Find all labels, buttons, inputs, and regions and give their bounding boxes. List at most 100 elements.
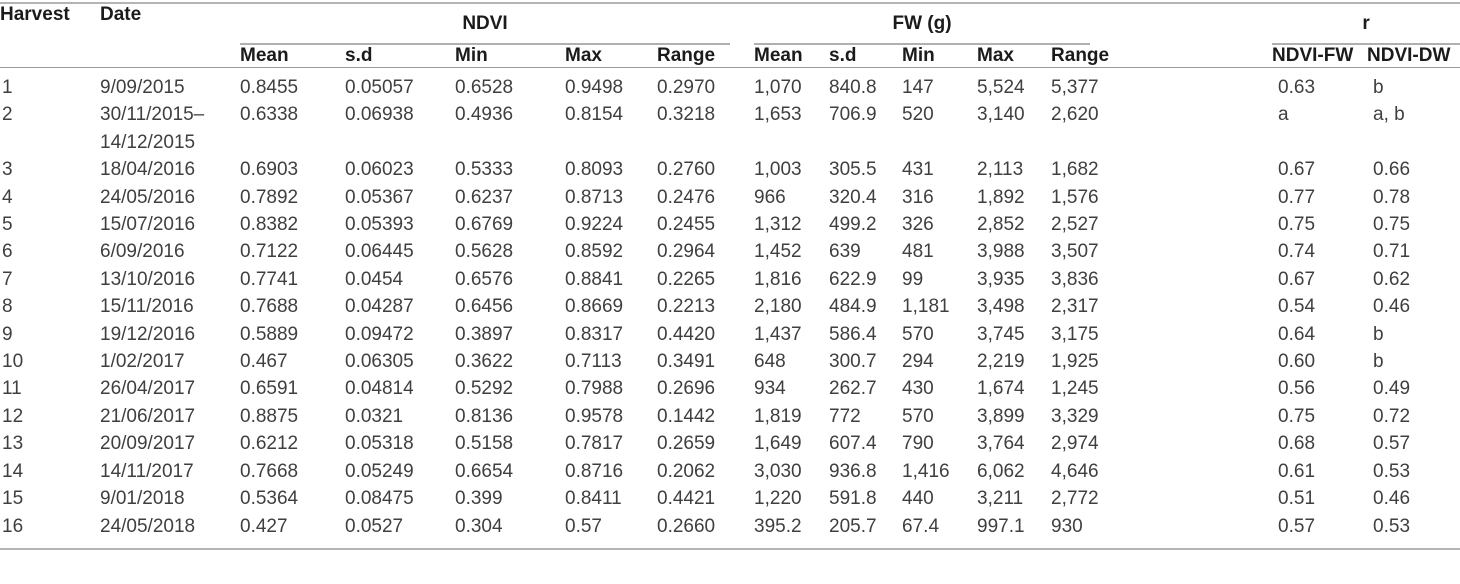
spacer-cell xyxy=(1111,430,1272,457)
fw-min-cell: 99 xyxy=(902,268,924,290)
column-header-fw-range: Range xyxy=(1051,45,1112,68)
harvest-ndvi-fw-table: Harvest Date NDVI FW (g) r Mean s.d Min … xyxy=(0,2,1460,550)
ndvi-range-cell: 0.2476 xyxy=(657,186,716,208)
ndvi-sd-cell: 0.05249 xyxy=(345,460,414,482)
harvest-cell: 6 xyxy=(2,241,13,263)
ndvi-max-cell: 0.7113 xyxy=(565,351,622,373)
fw-mean-cell: 1,220 xyxy=(754,488,802,510)
column-header-ndvi-range: Range xyxy=(657,45,755,68)
ndvi-range-cell: 0.2265 xyxy=(657,268,716,290)
header-group-row: Harvest Date NDVI FW (g) r xyxy=(0,3,1460,68)
r-ndvi-dw-cell: 0.46 xyxy=(1373,296,1411,318)
ndvi-max-cell: 0.7817 xyxy=(565,433,624,455)
ndvi-max-cell: 0.8592 xyxy=(565,241,624,263)
spacer-cell xyxy=(1111,485,1272,512)
fw-min-cell: 481 xyxy=(902,241,934,263)
spacer-cell xyxy=(1111,101,1272,156)
table-row: 15 9/01/2018 0.5364 0.08475 0.399 0.8411 0.442… xyxy=(0,485,1460,512)
r-ndvi-fw-cell: 0.61 xyxy=(1278,460,1316,482)
ndvi-max-cell: 0.9224 xyxy=(565,214,624,236)
fw-max-cell: 3,745 xyxy=(977,323,1025,345)
ndvi-sd-cell: 0.0527 xyxy=(345,515,404,537)
table-row: 7 13/10/2016 0.7741 0.0454 0.6576 0.8841 0.226… xyxy=(0,266,1460,293)
table-row: 1 9/09/2015 0.8455 0.05057 0.6528 0.9498 0.297… xyxy=(0,68,1460,102)
fw-mean-cell: 966 xyxy=(754,186,786,208)
column-header-r-ndvi-dw: NDVI-DW xyxy=(1367,45,1460,68)
ndvi-sd-cell: 0.06023 xyxy=(345,159,414,181)
fw-sd-cell: 262.7 xyxy=(829,378,877,400)
fw-range-cell: 3,507 xyxy=(1051,241,1099,263)
table-row: 5 15/07/2016 0.8382 0.05393 0.6769 0.9224 0.24… xyxy=(0,211,1460,238)
fw-min-cell: 570 xyxy=(902,323,934,345)
date-cell: 18/04/2016 xyxy=(100,159,196,181)
ndvi-min-cell: 0.6528 xyxy=(455,77,514,98)
r-ndvi-fw-cell: 0.54 xyxy=(1278,296,1316,318)
ndvi-range-cell: 0.2970 xyxy=(657,77,716,98)
ndvi-min-cell: 0.6456 xyxy=(455,296,514,318)
spacer-cell xyxy=(1111,184,1272,211)
r-ndvi-dw-cell: 0.57 xyxy=(1373,433,1411,455)
fw-sd-cell: 772 xyxy=(829,405,861,427)
fw-sd-cell: 484.9 xyxy=(829,296,877,318)
table-row: 13 20/09/2017 0.6212 0.05318 0.5158 0.7817 0.2… xyxy=(0,430,1460,457)
table-row: 6 6/09/2016 0.7122 0.06445 0.5628 0.8592 0.296… xyxy=(0,238,1460,265)
r-ndvi-dw-cell: 0.53 xyxy=(1373,460,1411,482)
ndvi-range-cell: 0.4420 xyxy=(657,323,716,345)
ndvi-mean-cell: 0.7668 xyxy=(240,460,299,482)
fw-range-cell: 1,245 xyxy=(1051,378,1099,400)
fw-min-cell: 1,416 xyxy=(902,460,950,482)
ndvi-sd-cell: 0.05318 xyxy=(345,433,414,455)
ndvi-mean-cell: 0.6212 xyxy=(240,433,299,455)
table-header: Harvest Date NDVI FW (g) r Mean s.d Min … xyxy=(0,3,1460,68)
fw-min-cell: 294 xyxy=(902,351,934,373)
fw-mean-cell: 395.2 xyxy=(754,515,802,537)
harvest-cell: 15 xyxy=(2,488,24,510)
date-cell: 6/09/2016 xyxy=(100,241,185,263)
fw-max-cell: 2,219 xyxy=(977,351,1025,373)
fw-range-cell: 5,377 xyxy=(1051,77,1099,98)
fw-range-cell: 3,329 xyxy=(1051,405,1099,427)
ndvi-sd-cell: 0.06305 xyxy=(345,351,414,373)
fw-max-cell: 2,113 xyxy=(977,159,1024,181)
fw-max-cell: 2,852 xyxy=(977,214,1025,236)
ndvi-sd-cell: 0.06445 xyxy=(345,241,414,263)
r-ndvi-dw-cell: 0.49 xyxy=(1373,378,1411,400)
fw-mean-cell: 1,653 xyxy=(754,104,802,126)
date-cell: 15/07/2016 xyxy=(100,214,196,236)
r-ndvi-fw-cell: 0.74 xyxy=(1278,241,1316,263)
r-ndvi-fw-cell: 0.63 xyxy=(1278,77,1316,98)
ndvi-range-cell: 0.2964 xyxy=(657,241,716,263)
fw-sd-cell: 305.5 xyxy=(829,159,877,181)
fw-range-cell: 1,925 xyxy=(1051,351,1099,373)
ndvi-min-cell: 0.5292 xyxy=(455,378,514,400)
fw-range-cell: 930 xyxy=(1051,515,1083,537)
ndvi-sd-cell: 0.05367 xyxy=(345,186,414,208)
fw-max-cell: 3,140 xyxy=(977,104,1025,126)
fw-range-cell: 2,772 xyxy=(1051,488,1099,510)
column-header-fw-mean: Mean xyxy=(754,45,830,68)
fw-sd-cell: 320.4 xyxy=(829,186,877,208)
column-header-date: Date xyxy=(100,3,240,68)
fw-max-cell: 997.1 xyxy=(977,515,1025,537)
fw-sd-cell: 639 xyxy=(829,241,861,263)
fw-sd-cell: 499.2 xyxy=(829,214,877,236)
ndvi-range-cell: 0.2062 xyxy=(657,460,716,482)
fw-max-cell: 1,674 xyxy=(977,378,1025,400)
ndvi-mean-cell: 0.7122 xyxy=(240,241,299,263)
r-ndvi-fw-cell: a xyxy=(1278,104,1289,126)
spacer-cell xyxy=(1111,266,1272,293)
date-cell: 30/11/2015– 14/12/2015 xyxy=(100,104,205,153)
fw-mean-cell: 1,003 xyxy=(754,159,802,181)
ndvi-max-cell: 0.8317 xyxy=(565,323,624,345)
ndvi-sd-cell: 0.05393 xyxy=(345,214,414,236)
r-ndvi-dw-cell: a, b xyxy=(1373,104,1405,126)
r-ndvi-fw-cell: 0.56 xyxy=(1278,378,1316,400)
spacer-cell xyxy=(1111,513,1272,549)
header-sub-row: Mean s.d Min Max Range Mean s.d Min Max … xyxy=(0,45,1460,68)
column-header-harvest: Harvest xyxy=(0,3,100,68)
group-label-fw: FW (g) xyxy=(892,13,952,34)
ndvi-max-cell: 0.8411 xyxy=(565,488,622,510)
ndvi-mean-cell: 0.8875 xyxy=(240,405,299,427)
harvest-cell: 12 xyxy=(2,405,24,427)
date-cell: 24/05/2016 xyxy=(100,186,196,208)
